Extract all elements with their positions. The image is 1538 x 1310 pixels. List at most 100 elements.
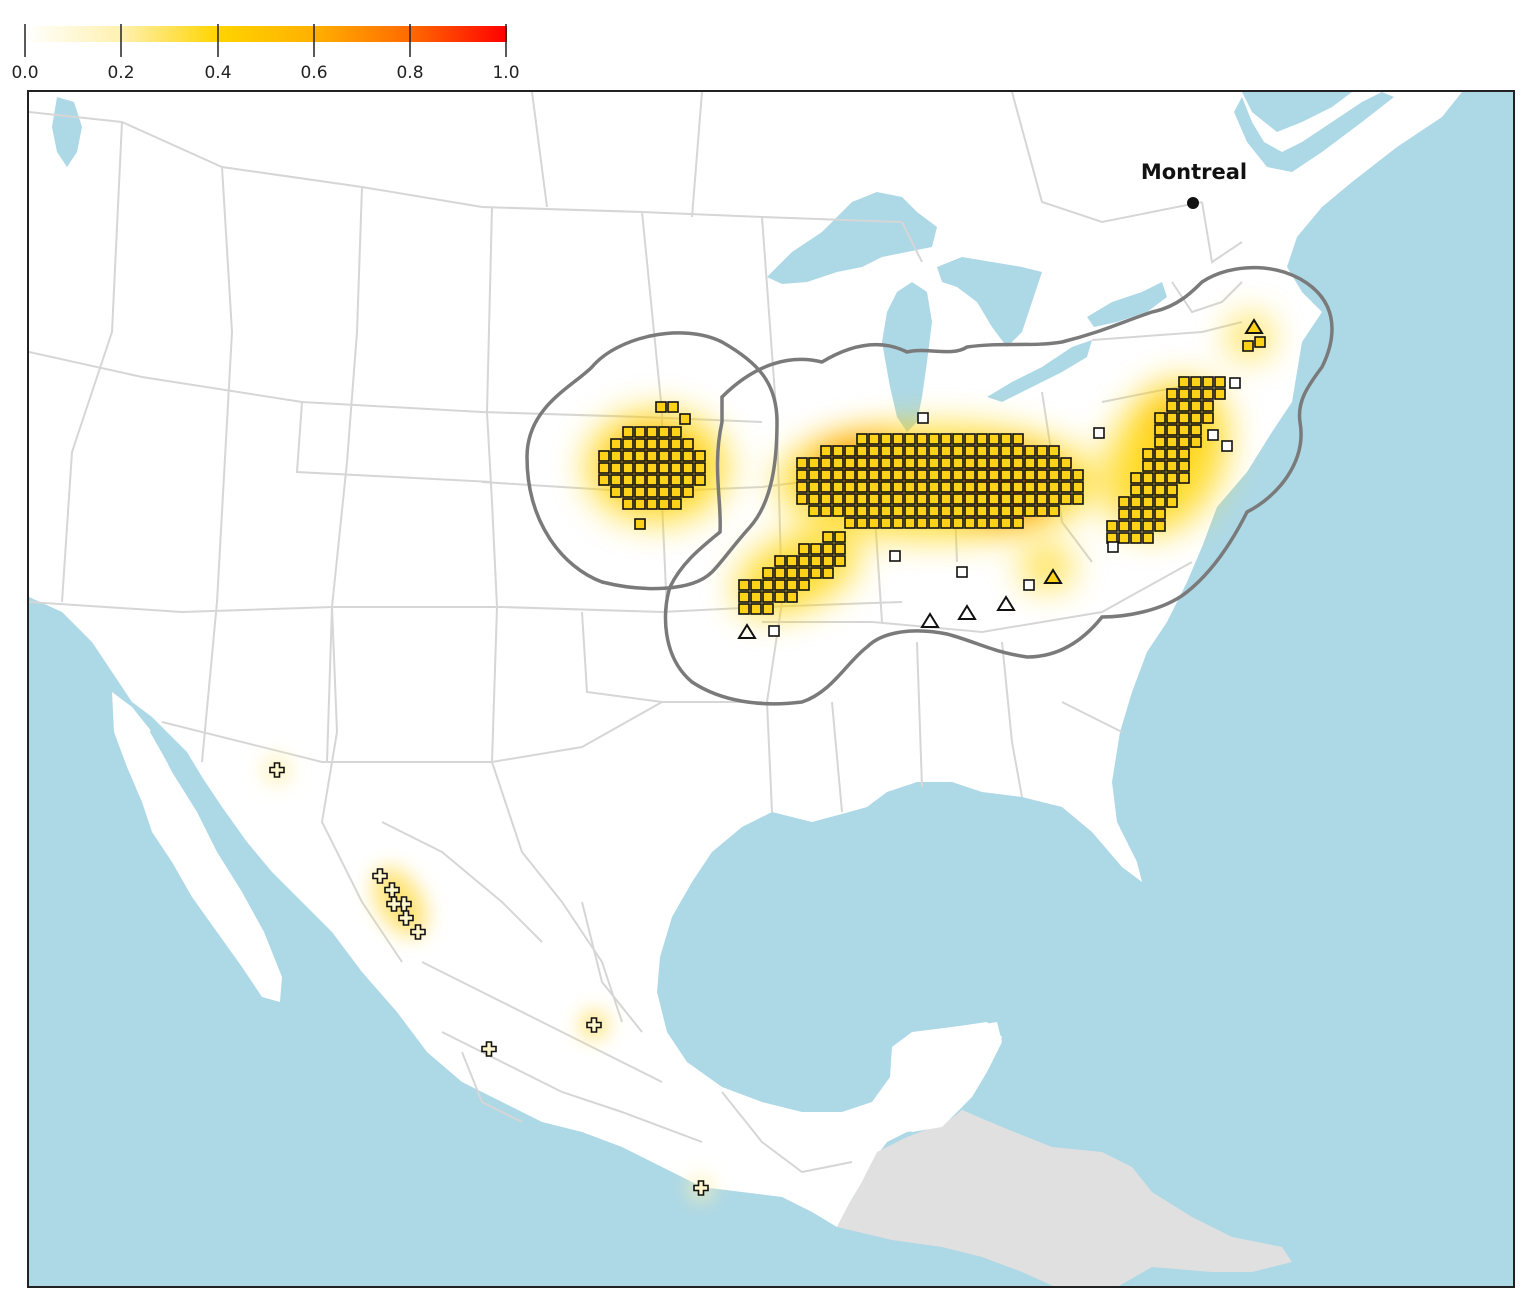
square-icon[interactable] [1202, 400, 1214, 412]
square-icon[interactable] [658, 498, 670, 510]
square-icon[interactable] [1154, 460, 1166, 472]
square-icon[interactable] [646, 450, 658, 462]
square-icon[interactable] [1012, 517, 1024, 529]
square-icon[interactable] [1142, 460, 1154, 472]
square-icon[interactable] [1000, 493, 1012, 505]
square-icon[interactable] [1154, 412, 1166, 424]
square-icon[interactable] [1048, 505, 1060, 517]
square-icon[interactable] [892, 469, 904, 481]
square-icon[interactable] [917, 412, 929, 424]
cross-icon[interactable] [410, 924, 426, 940]
city-marker[interactable]: Montreal [1141, 160, 1247, 209]
square-icon[interactable] [844, 517, 856, 529]
square-icon[interactable] [694, 450, 706, 462]
square-icon[interactable] [964, 505, 976, 517]
square-icon[interactable] [598, 474, 610, 486]
triangle-icon[interactable] [920, 612, 940, 628]
square-icon[interactable] [940, 445, 952, 457]
square-icon[interactable] [904, 469, 916, 481]
square-icon[interactable] [1012, 445, 1024, 457]
square-icon[interactable] [1012, 505, 1024, 517]
square-icon[interactable] [832, 493, 844, 505]
square-icon[interactable] [822, 543, 834, 555]
square-icon[interactable] [904, 493, 916, 505]
square-icon[interactable] [1221, 440, 1233, 452]
square-icon[interactable] [762, 567, 774, 579]
square-icon[interactable] [856, 481, 868, 493]
square-icon[interactable] [798, 555, 810, 567]
square-icon[interactable] [856, 493, 868, 505]
square-icon[interactable] [856, 517, 868, 529]
square-icon[interactable] [1023, 579, 1035, 591]
square-icon[interactable] [916, 457, 928, 469]
square-icon[interactable] [988, 469, 1000, 481]
square-icon[interactable] [1000, 481, 1012, 493]
square-icon[interactable] [1036, 493, 1048, 505]
square-icon[interactable] [798, 567, 810, 579]
square-icon[interactable] [988, 517, 1000, 529]
square-icon[interactable] [880, 469, 892, 481]
square-icon[interactable] [904, 457, 916, 469]
square-icon[interactable] [1190, 400, 1202, 412]
square-icon[interactable] [1229, 377, 1241, 389]
square-icon[interactable] [1166, 472, 1178, 484]
square-icon[interactable] [880, 493, 892, 505]
square-icon[interactable] [1154, 508, 1166, 520]
square-icon[interactable] [820, 457, 832, 469]
square-icon[interactable] [988, 457, 1000, 469]
square-icon[interactable] [928, 469, 940, 481]
square-icon[interactable] [904, 433, 916, 445]
square-icon[interactable] [988, 433, 1000, 445]
square-icon[interactable] [808, 493, 820, 505]
square-icon[interactable] [1166, 460, 1178, 472]
square-icon[interactable] [750, 579, 762, 591]
square-icon[interactable] [1190, 436, 1202, 448]
square-icon[interactable] [822, 555, 834, 567]
square-icon[interactable] [634, 498, 646, 510]
square-icon[interactable] [940, 457, 952, 469]
square-icon[interactable] [1154, 520, 1166, 532]
square-icon[interactable] [822, 531, 834, 543]
square-icon[interactable] [856, 445, 868, 457]
square-icon[interactable] [762, 591, 774, 603]
square-icon[interactable] [1178, 460, 1190, 472]
square-icon[interactable] [1036, 457, 1048, 469]
square-icon[interactable] [868, 469, 880, 481]
square-icon[interactable] [1166, 388, 1178, 400]
square-icon[interactable] [1024, 445, 1036, 457]
square-icon[interactable] [964, 433, 976, 445]
square-icon[interactable] [670, 474, 682, 486]
square-icon[interactable] [798, 543, 810, 555]
square-icon[interactable] [786, 591, 798, 603]
square-icon[interactable] [1060, 469, 1072, 481]
square-icon[interactable] [1254, 336, 1266, 348]
square-icon[interactable] [844, 445, 856, 457]
square-icon[interactable] [976, 481, 988, 493]
square-icon[interactable] [1048, 457, 1060, 469]
square-icon[interactable] [880, 481, 892, 493]
square-icon[interactable] [904, 505, 916, 517]
square-icon[interactable] [832, 505, 844, 517]
square-icon[interactable] [952, 469, 964, 481]
square-icon[interactable] [774, 555, 786, 567]
square-icon[interactable] [808, 469, 820, 481]
square-icon[interactable] [1048, 481, 1060, 493]
square-icon[interactable] [634, 438, 646, 450]
square-icon[interactable] [988, 445, 1000, 457]
square-icon[interactable] [634, 462, 646, 474]
square-icon[interactable] [1154, 448, 1166, 460]
triangle-icon[interactable] [1244, 318, 1264, 334]
square-icon[interactable] [786, 555, 798, 567]
square-icon[interactable] [880, 517, 892, 529]
square-icon[interactable] [1142, 496, 1154, 508]
square-icon[interactable] [868, 457, 880, 469]
square-icon[interactable] [1166, 436, 1178, 448]
square-icon[interactable] [646, 426, 658, 438]
cross-icon[interactable] [269, 762, 285, 778]
square-icon[interactable] [916, 481, 928, 493]
square-icon[interactable] [856, 469, 868, 481]
square-icon[interactable] [976, 517, 988, 529]
square-icon[interactable] [1024, 505, 1036, 517]
square-icon[interactable] [1178, 436, 1190, 448]
square-icon[interactable] [658, 450, 670, 462]
